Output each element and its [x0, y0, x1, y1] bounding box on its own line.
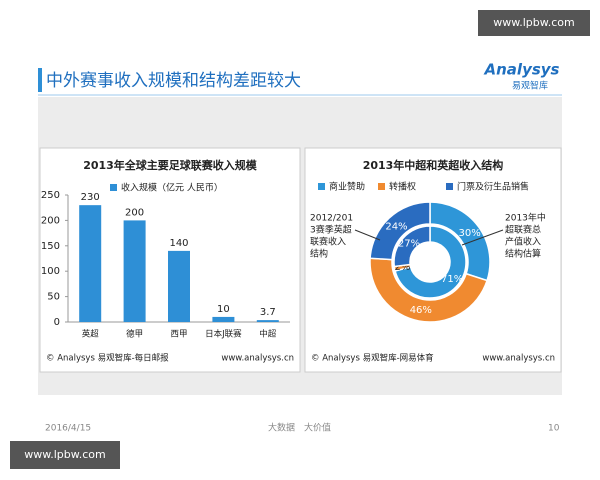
- ring-label: 产值收入: [505, 236, 541, 248]
- value-label: 10: [217, 304, 230, 315]
- legend-swatch: [318, 183, 325, 190]
- page-number: 10: [548, 424, 560, 434]
- bar: [123, 220, 146, 322]
- value-label: 2%: [395, 262, 411, 273]
- ring-label: 超联赛总: [505, 224, 541, 236]
- chart-title: 2013年全球主要足球联赛收入规模: [83, 158, 258, 172]
- value-label: 3.7: [260, 307, 276, 318]
- bar: [256, 320, 279, 322]
- legend-label: 收入规模（亿元 人民币）: [121, 182, 223, 194]
- source-url: www.analysys.cn: [221, 354, 294, 364]
- y-tick-label: 100: [41, 266, 60, 277]
- y-tick-label: 0: [54, 317, 60, 328]
- y-tick-label: 250: [41, 190, 60, 201]
- x-tick-label: 英超: [82, 329, 100, 340]
- value-label: 200: [125, 207, 144, 218]
- value-label: 30%: [459, 228, 481, 239]
- value-label: 140: [169, 238, 188, 249]
- y-tick-label: 150: [41, 241, 60, 252]
- ring-label: 2013年中: [505, 212, 546, 224]
- legend-swatch: [378, 183, 385, 190]
- bar: [79, 205, 102, 322]
- legend-label: 商业赞助: [329, 181, 365, 193]
- y-tick-label: 200: [41, 215, 60, 226]
- x-tick-label: 中超: [259, 329, 277, 340]
- source: © Analysys 易观智库-网易体育: [311, 353, 434, 364]
- y-tick-label: 50: [47, 292, 60, 303]
- legend-label: 转播权: [389, 181, 416, 193]
- legend-swatch: [110, 184, 117, 191]
- footer: 大数据: [268, 422, 295, 434]
- x-tick-label: 日本J联赛: [205, 329, 242, 340]
- logo-sub: 易观智库: [512, 80, 548, 92]
- x-tick-label: 西甲: [170, 330, 187, 340]
- ring-label: 联赛收入: [310, 236, 346, 248]
- title-bar: [38, 68, 42, 92]
- source-url: www.analysys.cn: [482, 354, 555, 364]
- donut-segment: [369, 201, 431, 261]
- ring-label: 结构估算: [505, 248, 541, 260]
- bar: [212, 316, 235, 322]
- right-panel: [304, 147, 562, 373]
- donut-segment: [394, 225, 467, 299]
- bar: [168, 250, 190, 322]
- ring-label: 3赛季英超: [310, 224, 352, 236]
- watermark-box: [10, 441, 120, 469]
- leader: [354, 229, 381, 241]
- ring-label: 2012/201: [310, 214, 353, 224]
- date: 2016/4/15: [45, 424, 91, 434]
- value-label: 46%: [410, 305, 432, 316]
- donut-segment: [369, 257, 489, 323]
- value-label: 71%: [441, 274, 463, 285]
- donut-segment: [393, 225, 431, 268]
- value-label: 24%: [385, 221, 407, 232]
- value-label: 27%: [398, 238, 420, 249]
- chart-title: 2013年中超和英超收入结构: [363, 158, 504, 172]
- source: © Analysys 易观智库-每日邮报: [46, 353, 169, 364]
- value-label: 230: [81, 192, 100, 203]
- legend-label: 门票及衍生品销售: [457, 181, 529, 193]
- footer: 大价值: [304, 422, 331, 434]
- watermark: www.lpbw.com: [493, 16, 574, 29]
- x-tick-label: 德甲: [126, 329, 143, 340]
- watermark-box: [478, 10, 590, 36]
- slide-title: 中外赛事收入规模和结构差距较大: [46, 70, 301, 91]
- ring-label: 结构: [310, 248, 328, 260]
- logo: Analysys: [484, 61, 560, 79]
- watermark: www.lpbw.com: [24, 448, 105, 461]
- leader: [461, 229, 504, 246]
- legend-swatch: [446, 183, 453, 190]
